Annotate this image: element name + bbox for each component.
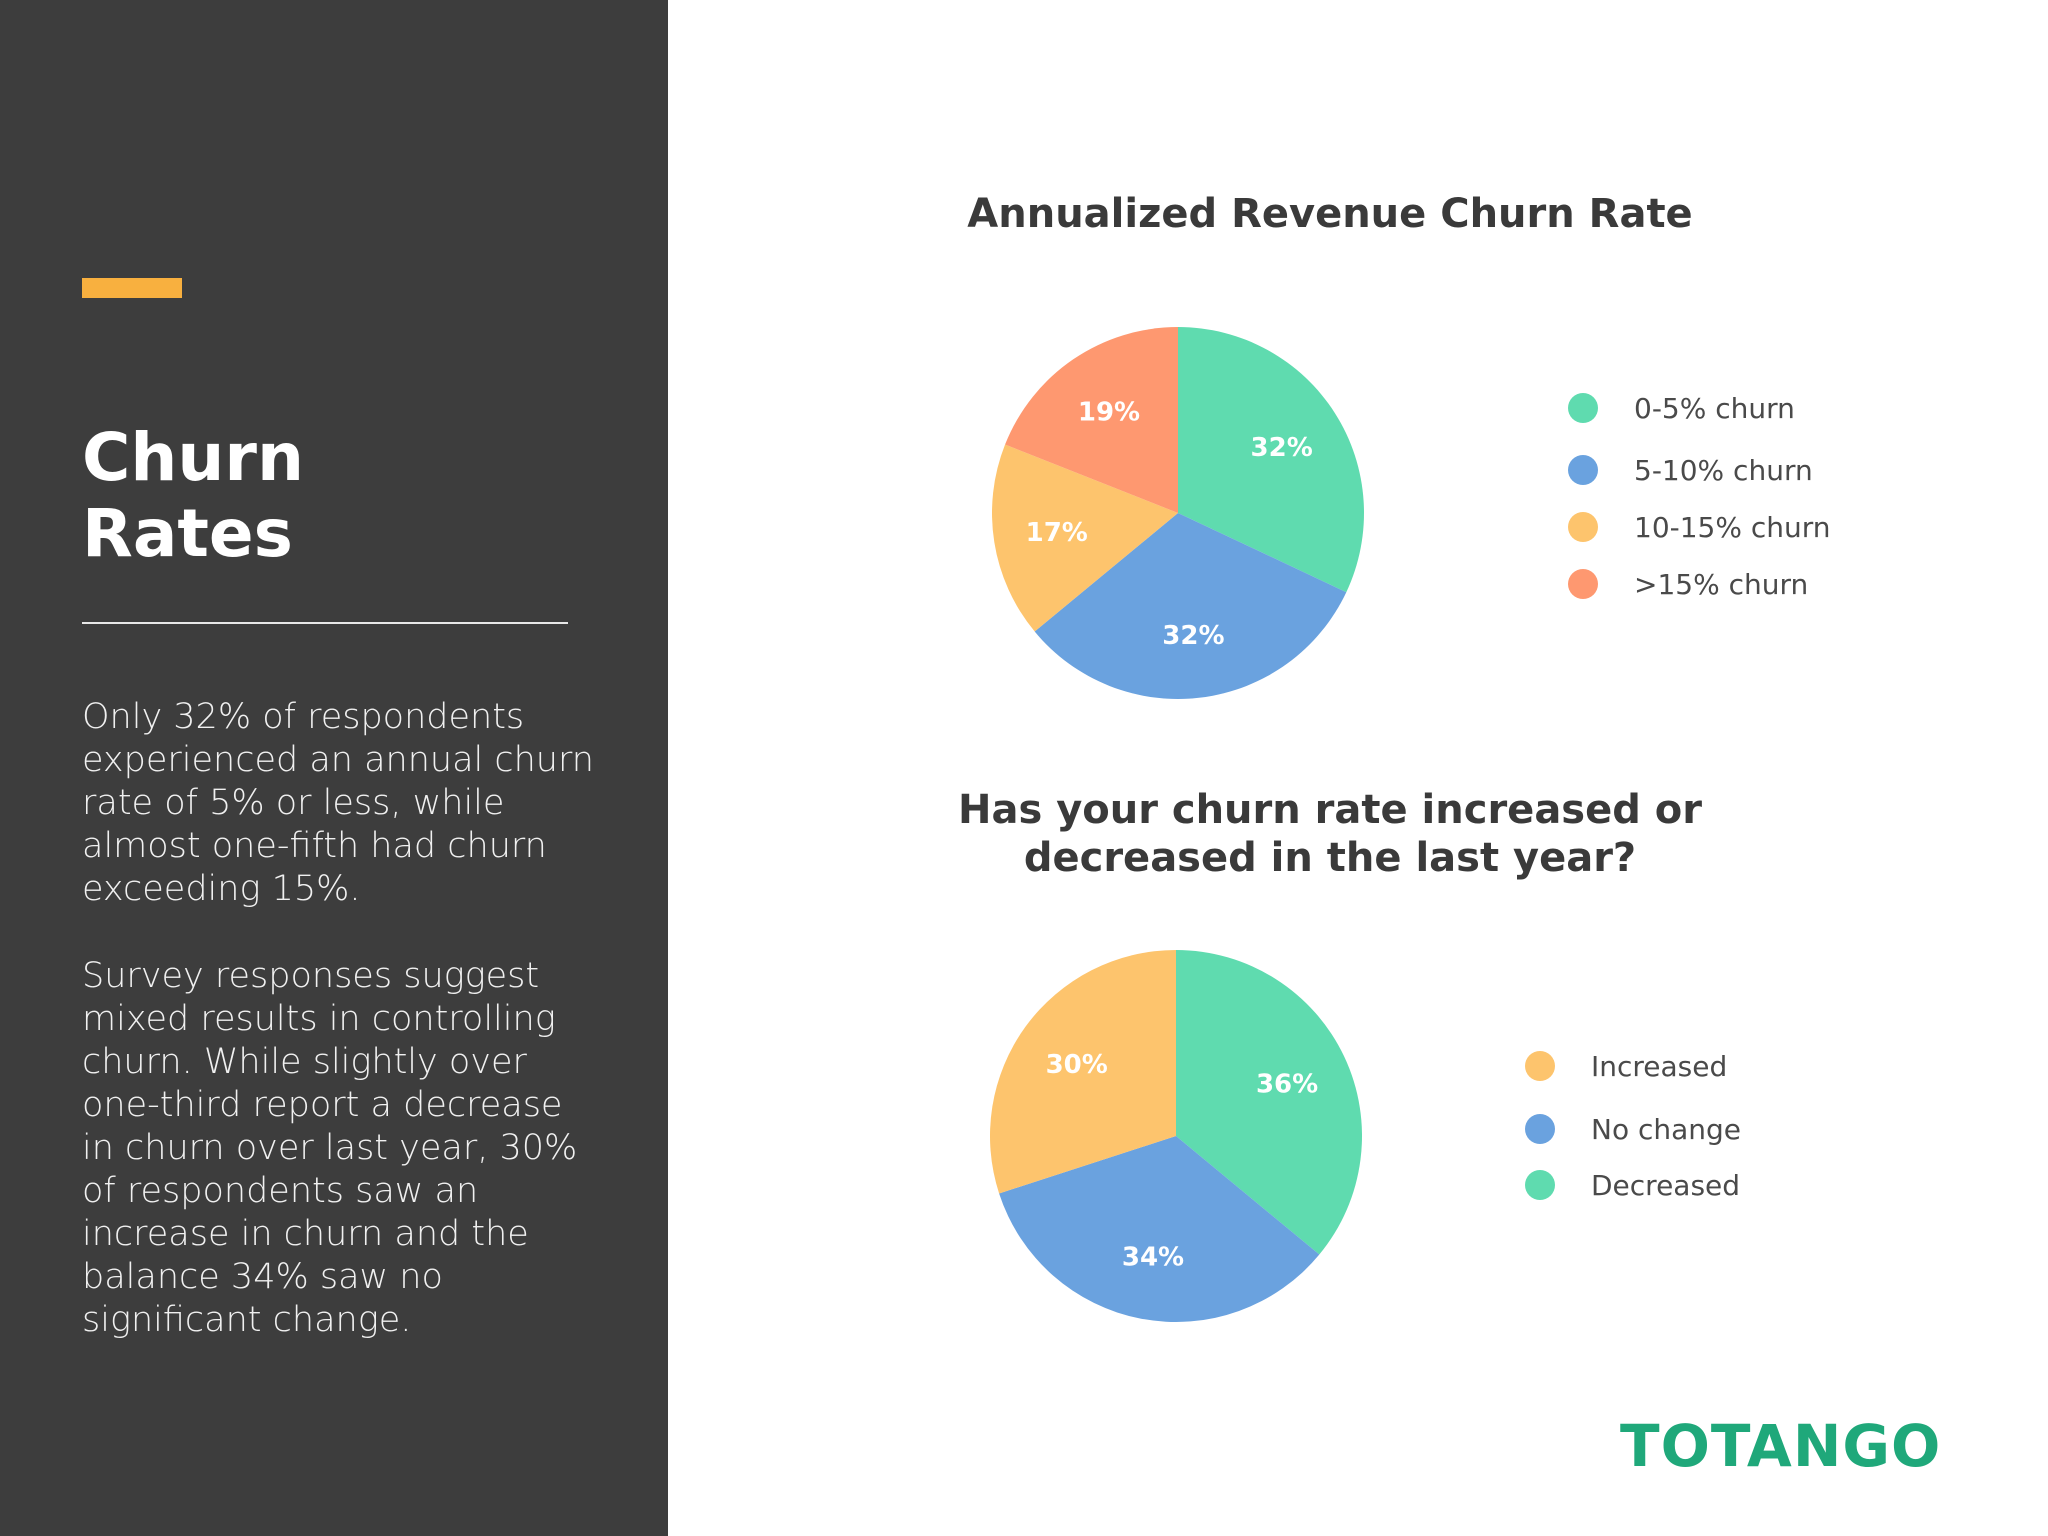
chart-2-legend-label-3: Decreased <box>1591 1169 1740 1202</box>
chart-2-slice-1 <box>1176 950 1363 1255</box>
summary-paragraph-2: Survey responses suggest mixed results i… <box>82 956 578 1340</box>
chart-2-slice-3 <box>990 950 1176 1194</box>
chart-1-slice-label-3: 17% <box>1026 518 1088 548</box>
chart-1-slice-1 <box>1178 327 1364 593</box>
accent-bar <box>82 278 182 298</box>
slide-title: Churn Rates <box>82 420 602 572</box>
chart-1-slice-4 <box>1005 327 1178 513</box>
chart-2-slice-label-1: 36% <box>1256 1070 1318 1100</box>
chart-1-legend-label-1: 0-5% churn <box>1634 392 1795 425</box>
chart-2-slice-2 <box>999 1136 1320 1322</box>
chart-2-legend-label-2: No change <box>1591 1113 1741 1146</box>
chart-1-legend-marker-2 <box>1568 455 1598 485</box>
chart-1-slice-label-2: 32% <box>1162 621 1224 651</box>
chart-2-legend-label-1: Increased <box>1591 1050 1727 1083</box>
chart-2-slice-label-2: 34% <box>1122 1243 1184 1273</box>
chart-1-slice-label-1: 32% <box>1251 433 1313 463</box>
chart-1-title: Annualized Revenue Churn Rate <box>967 191 1693 237</box>
chart-1-legend-label-2: 5-10% churn <box>1634 454 1813 487</box>
chart-2-legend-marker-2 <box>1525 1114 1555 1144</box>
chart-2-title: Has your churn rate increased or decreas… <box>957 787 1703 881</box>
summary-paragraph-1: Only 32% of respondents experienced an a… <box>82 697 594 909</box>
chart-1-slice-label-4: 19% <box>1078 397 1140 427</box>
chart-1-legend-label-3: 10-15% churn <box>1634 511 1831 544</box>
chart-1-legend-label-4: >15% churn <box>1634 568 1808 601</box>
totango-logo: TOTANGO <box>1620 1412 1942 1480</box>
chart-2-slice-label-3: 30% <box>1046 1050 1108 1080</box>
slide-title-line-1: Churn <box>82 419 304 496</box>
sidebar-panel: Churn Rates Only 32% of respondents expe… <box>0 0 668 1536</box>
chart-1-slice-2 <box>1034 513 1347 699</box>
chart-2-legend-marker-1 <box>1525 1051 1555 1081</box>
title-divider <box>82 622 568 624</box>
chart-1-legend-marker-1 <box>1568 393 1598 423</box>
chart-1-slice-3 <box>992 444 1178 632</box>
chart-2-legend-marker-3 <box>1525 1170 1555 1200</box>
chart-1-legend-marker-3 <box>1568 512 1598 542</box>
chart-1-legend-marker-4 <box>1568 569 1598 599</box>
slide-title-line-2: Rates <box>82 495 293 572</box>
